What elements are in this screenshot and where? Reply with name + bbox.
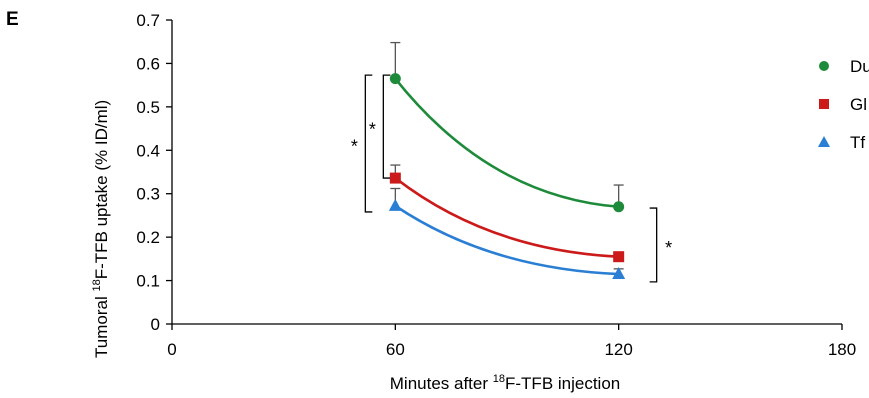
series-line [394,77,619,209]
x-axis-title-sup: 18 [493,373,505,385]
series-lines [394,77,619,276]
legend-marker [819,61,829,71]
significance-label: * [665,238,672,258]
data-point [613,251,625,263]
legend-marker [819,99,829,109]
legend: Du Gl Tf [818,57,869,152]
legend-label: Gl [850,95,867,114]
y-tick-label: 0.6 [136,54,160,73]
significance-label: * [351,137,358,157]
y-tick-label: 0.5 [136,98,160,117]
y-axis-title-sup: 18 [91,279,103,291]
x-ticks: 0 60 120 180 [167,324,856,359]
data-point [388,198,402,211]
x-tick-label: 60 [386,340,405,359]
significance-label: * [369,120,376,140]
y-ticks: 0 0.1 0.2 0.3 0.4 0.5 0.6 0.7 [136,11,172,334]
y-tick-label: 0 [151,315,160,334]
significance-bracket [364,74,373,213]
data-point [389,73,401,85]
significance-bracket [649,207,658,283]
x-axis-title-main: Minutes after [390,374,493,393]
y-tick-label: 0.4 [136,141,160,160]
y-axis-title-tail: F-TFB uptake (% ID/ml) [92,100,111,279]
y-tick-label: 0.2 [136,228,160,247]
x-axis-title: Minutes after 18F-TFB injection [390,373,621,393]
significance-bracket [382,74,391,179]
legend-label: Du [850,57,869,76]
data-point [389,172,401,184]
x-tick-label: 180 [828,340,856,359]
data-point [612,267,626,280]
series-points [388,73,626,280]
legend-label: Tf [850,133,865,152]
axes [171,20,842,325]
data-point [613,201,625,213]
x-tick-label: 0 [167,340,176,359]
legend-marker [818,136,830,147]
error-bars [390,41,624,275]
x-tick-label: 120 [604,340,632,359]
significance-brackets: * * * [351,74,672,283]
series-line [394,204,619,276]
panel-label: E [6,9,19,30]
y-tick-label: 0.1 [136,272,160,291]
y-tick-label: 0.3 [136,185,160,204]
y-axis-title: Tumoral 18F-TFB uptake (% ID/ml) [91,100,111,358]
x-axis-title-tail: F-TFB injection [505,374,620,393]
y-axis-title-main: Tumoral [92,292,111,358]
series-line [394,177,619,258]
y-tick-label: 0.7 [136,11,160,30]
